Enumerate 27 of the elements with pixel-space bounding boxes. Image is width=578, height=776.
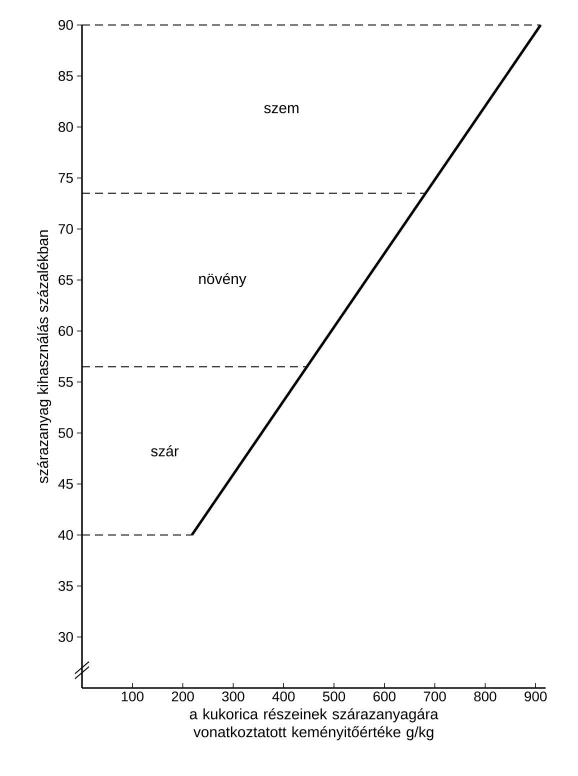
x-tick-label: 900 [524,692,547,702]
y-tick-label: 70 [58,224,73,234]
annotation: szár [151,445,179,456]
y-tick-label: 50 [58,428,73,438]
y-tick-label: 90 [58,20,73,30]
y-tick-label: 40 [58,530,73,540]
x-tick-label: 700 [424,692,446,702]
x-tick-label: 500 [322,692,346,702]
y-tick-label: 45 [58,479,73,489]
y-tick-label: 85 [58,71,73,81]
y-tick-label: 80 [58,122,73,132]
annotation: növény [199,272,246,288]
x-tick-label: 600 [373,692,396,702]
y-tick-label: 65 [58,275,73,285]
y-tick-label: 35 [58,581,73,591]
annotation: szem [264,105,298,114]
y-tick-label: 75 [58,173,73,183]
x-tick-label: 800 [474,692,496,702]
x-axis-title: a kukorica részeinek szárazanyagára vonatkoztatott keményitőértéke g/kg [190,708,438,740]
x-tick-label: 200 [172,692,194,702]
x-tick-label: 400 [272,692,295,702]
y-tick-label: 55 [58,377,73,387]
y-tick-label: 60 [58,326,73,336]
y-tick-label: 30 [58,632,73,642]
x-tick-label: 300 [222,692,244,702]
x-tick-label: 100 [122,692,144,702]
y-axis-title: szárazanyag kihasználás százalékban [37,230,52,484]
